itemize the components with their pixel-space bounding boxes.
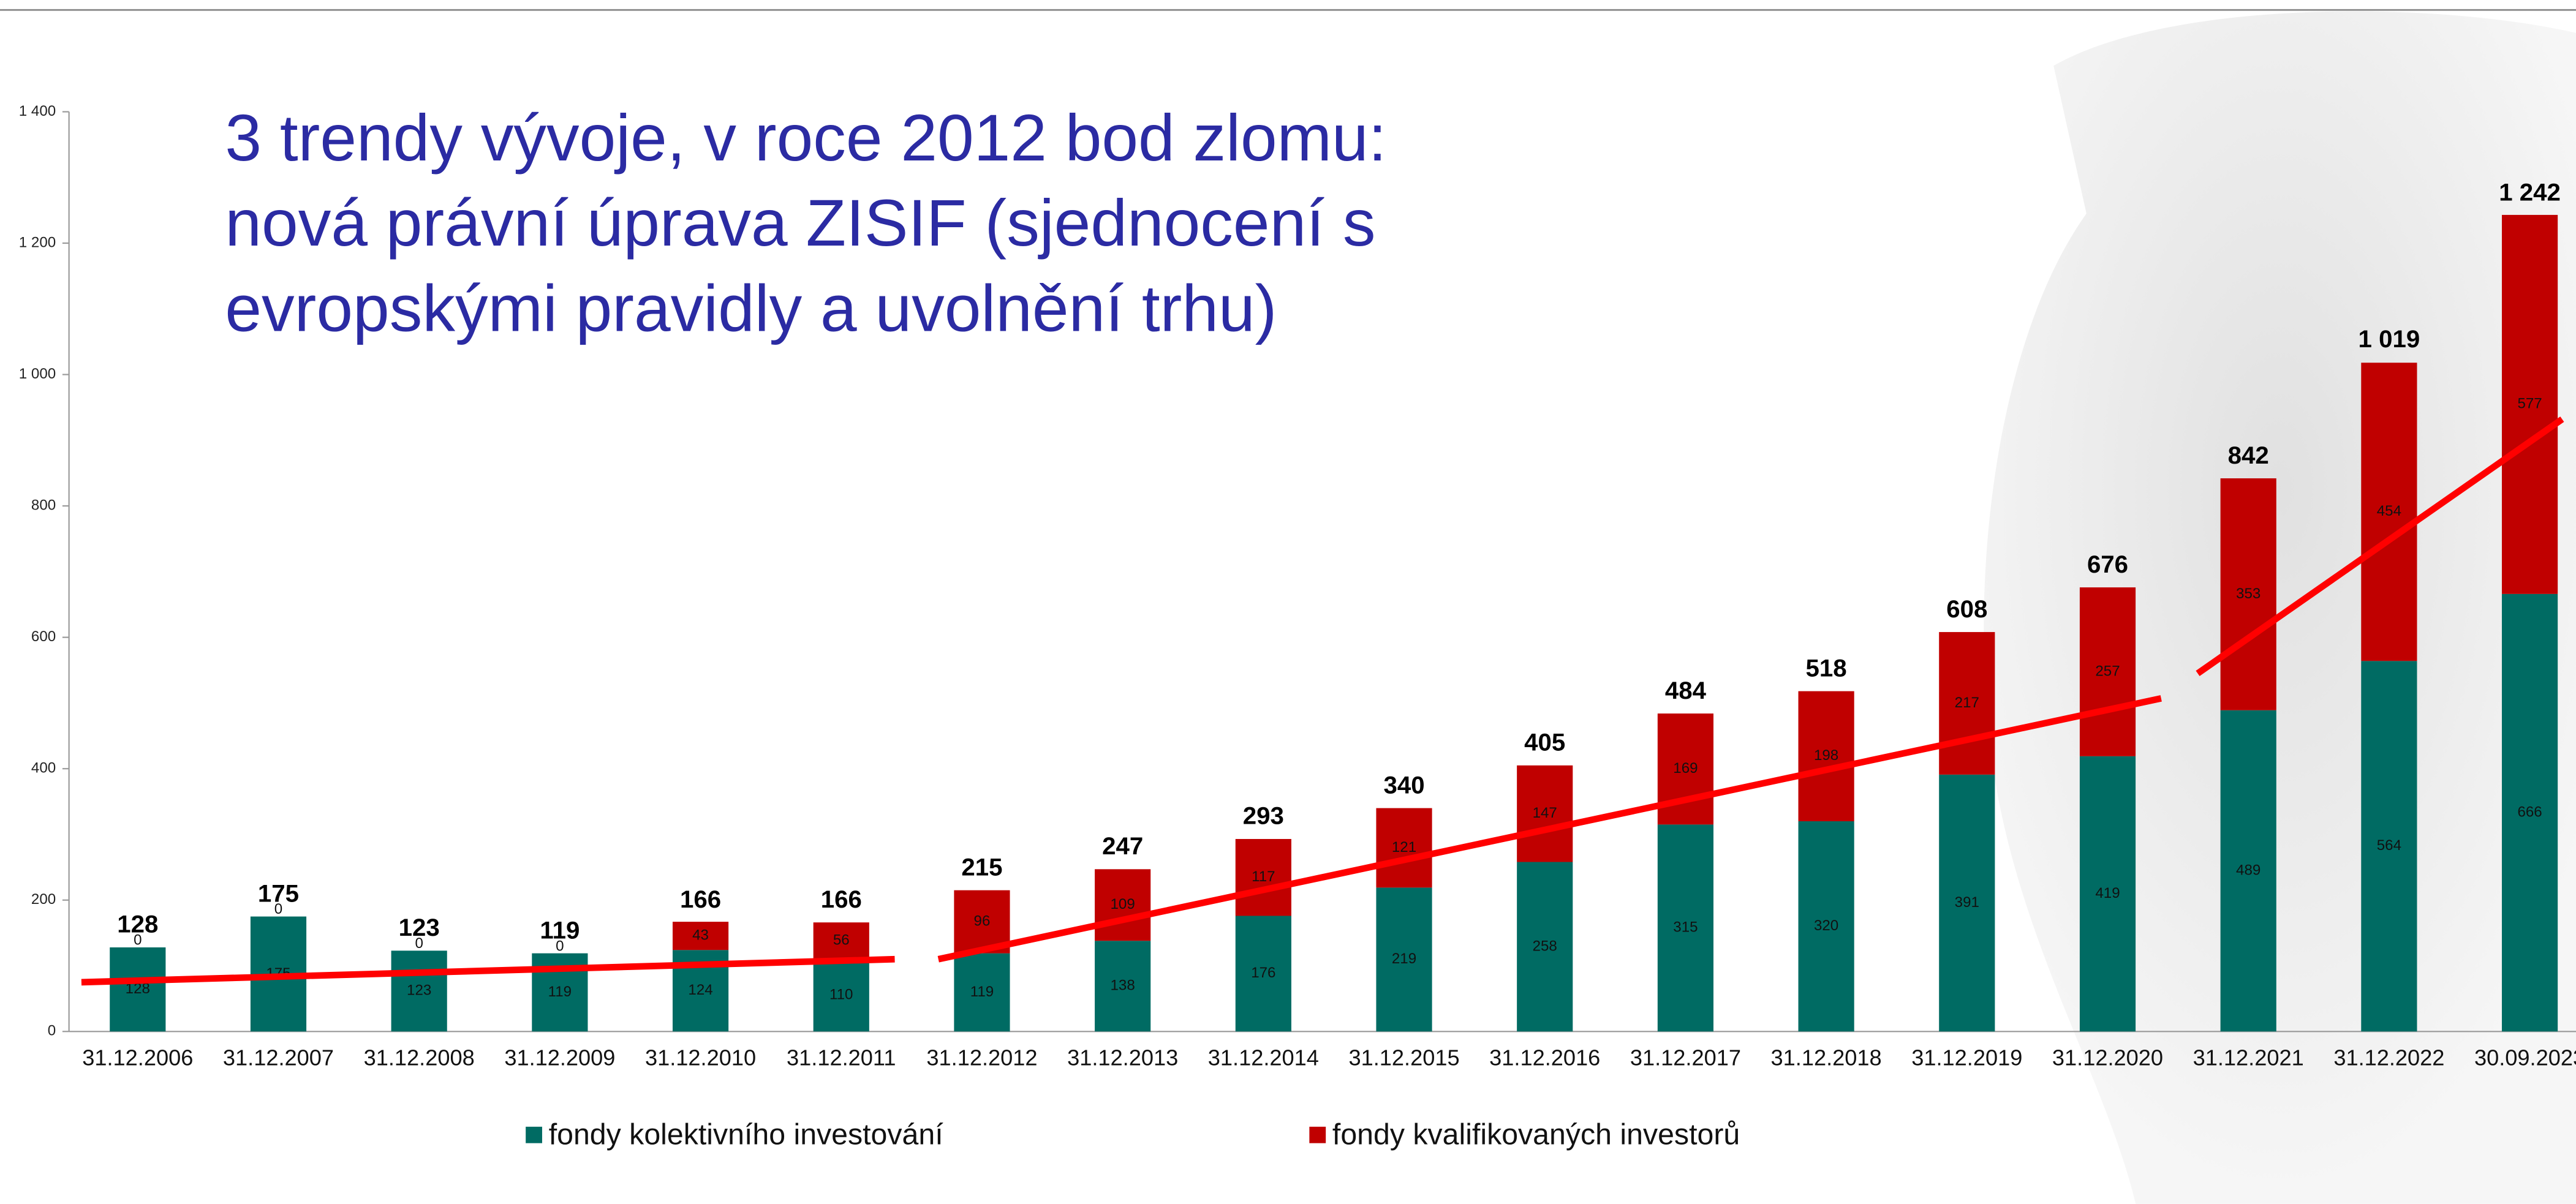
y-tick-label: 1 400 [19,103,56,119]
legend-swatch [1309,1127,1326,1143]
segment-label: 198 [1814,747,1838,764]
total-label: 1 019 [2359,325,2420,353]
segment-label: 219 [1392,950,1416,967]
y-tick-label: 400 [31,760,56,777]
segment-label: 353 [2236,585,2261,602]
segment-label: 110 [829,987,853,1003]
segment-label: 138 [1111,977,1135,994]
y-tick-label: 600 [31,628,56,645]
segment-label: 169 [1673,760,1698,777]
segment-label: 454 [2377,503,2401,519]
total-label: 119 [540,916,580,944]
total-label: 293 [1243,802,1284,830]
title-line: 3 trendy vývoje, v roce 2012 bod zlomu: [225,101,1386,175]
segment-label: 56 [833,932,850,949]
x-tick-label: 31.12.2019 [1911,1045,2022,1070]
segment-label: 121 [1392,839,1416,856]
total-label: 175 [258,879,299,907]
segment-label: 315 [1673,919,1698,936]
x-tick-label: 31.12.2017 [1630,1045,1741,1070]
total-label: 340 [1383,771,1424,799]
y-tick-label: 0 [48,1023,56,1039]
title-line: evropskými pravidly a uvolnění trhu) [225,272,1277,345]
segment-label: 147 [1533,805,1557,821]
x-tick-label: 31.12.2006 [82,1045,193,1070]
segment-label: 666 [2517,803,2542,820]
total-label: 166 [821,886,862,913]
title: 3 trendy vývoje, v roce 2012 bod zlomu: n… [225,101,1386,345]
segment-label: 258 [1533,938,1557,954]
segment-label: 123 [407,982,431,999]
page: {"chart_data": {"type": "stacked-bar", "… [0,0,2576,1204]
x-tick-label: 31.12.2018 [1771,1045,1882,1070]
y-tick-label: 200 [31,891,56,908]
segment-label: 564 [2377,837,2401,854]
total-label: 842 [2228,442,2269,469]
total-label: 1 242 [2499,179,2561,206]
x-tick-label: 31.12.2015 [1348,1045,1459,1070]
x-tick-label: 31.12.2011 [787,1045,896,1070]
segment-label: 320 [1814,917,1838,934]
x-tick-label: 31.12.2008 [364,1045,475,1070]
total-label: 484 [1665,677,1707,704]
segment-label: 43 [692,927,709,944]
segment-label: 124 [688,982,712,998]
x-tick-label: 31.12.2012 [926,1045,1037,1070]
segment-label: 96 [974,913,991,930]
legend-label: fondy kolektivního investování [549,1118,944,1151]
x-tick-label: 31.12.2016 [1489,1045,1600,1070]
x-tick-label: 30.09.2023 [2474,1045,2576,1070]
x-tick-label: 31.12.2020 [2052,1045,2163,1070]
total-label: 247 [1102,832,1143,860]
x-tick-label: 31.12.2009 [504,1045,615,1070]
segment-label: 119 [548,984,572,1000]
total-label: 215 [961,853,1002,881]
segment-label: 109 [1111,896,1135,912]
x-tick-label: 31.12.2007 [223,1045,334,1070]
y-tick-label: 1 200 [19,234,56,250]
x-tick-label: 31.12.2010 [645,1045,756,1070]
segment-label: 391 [1955,894,1979,911]
x-tick-label: 31.12.2014 [1208,1045,1319,1070]
legend-swatch [526,1127,542,1143]
segment-label: 217 [1955,694,1979,711]
segment-label: 176 [1251,965,1275,981]
title-line: nová právní úprava ZISIF (sjednocení s [225,186,1375,260]
y-tick-label: 1 000 [19,366,56,382]
chart: 3 trendy vývoje, v roce 2012 bod zlomu: n… [0,0,2576,1204]
total-label: 405 [1524,729,1565,756]
segment-label: 257 [2095,663,2120,679]
x-tick-label: 31.12.2022 [2333,1045,2444,1070]
total-label: 123 [399,914,440,941]
total-label: 518 [1806,654,1847,682]
total-label: 166 [680,886,721,913]
segment-label: 489 [2236,862,2261,878]
segment-label: 117 [1252,868,1275,885]
segment-label: 419 [2095,885,2120,901]
total-label: 676 [2087,551,2128,578]
y-tick-label: 800 [31,497,56,513]
segment-label: 577 [2517,396,2542,412]
x-tick-label: 31.12.2021 [2193,1045,2304,1070]
x-tick-label: 31.12.2013 [1067,1045,1178,1070]
segment-label: 119 [970,984,994,1000]
legend-label: fondy kvalifikovaných investorů [1332,1118,1740,1151]
trend-line [81,959,895,982]
background-statue [1984,12,2576,1204]
total-label: 128 [117,911,158,938]
total-label: 608 [1946,595,1987,623]
